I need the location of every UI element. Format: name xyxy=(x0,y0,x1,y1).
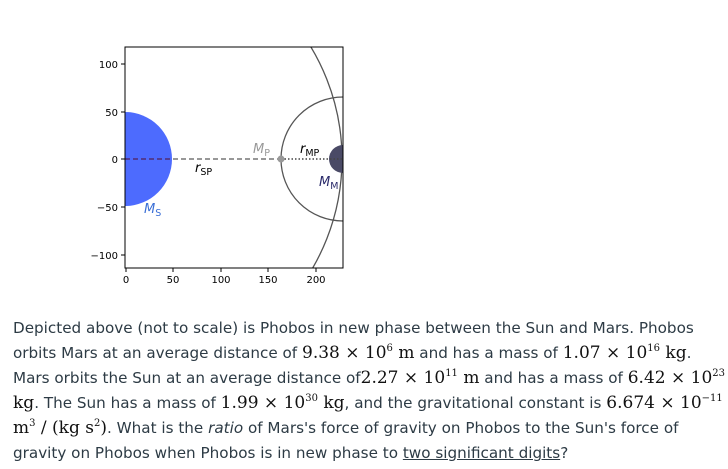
y-tick-label: 50 xyxy=(105,108,118,119)
x-tick-label: 150 xyxy=(258,275,277,286)
significant-digits-link[interactable]: two significant digits xyxy=(402,444,561,462)
phobos-mass-label: MP xyxy=(253,142,270,159)
math-value: 6.674 × 10−11 m3 / (kg s2) xyxy=(13,393,723,438)
y-tick-label: 0 xyxy=(112,155,118,166)
x-tick-label: 200 xyxy=(306,275,325,286)
x-tick-label: 0 xyxy=(123,275,129,286)
phobos-dot xyxy=(277,155,285,163)
mars-disc xyxy=(329,145,343,173)
r-sp-label: rSP xyxy=(195,161,212,178)
x-tick-label: 50 xyxy=(167,275,180,286)
y-tick-label: 100 xyxy=(99,60,118,71)
x-axis: 0 50 100 150 200 xyxy=(123,268,326,286)
sun-disc xyxy=(125,112,172,206)
sun-mass-label: MS xyxy=(144,202,161,219)
orbit-diagram: 100 50 0 −50 −100 0 50 100 150 200 MS MP… xyxy=(91,46,344,286)
y-tick-label: −100 xyxy=(91,251,118,262)
math-value: 1.99 × 1030 kg xyxy=(220,393,345,413)
y-axis: 100 50 0 −50 −100 xyxy=(91,60,125,262)
math-value: 1.07 × 1016 kg xyxy=(562,343,687,363)
y-tick-label: −50 xyxy=(97,203,118,214)
math-value: 9.38 × 106 m xyxy=(302,343,415,363)
mars-mass-label: MM xyxy=(319,175,338,192)
math-value: 6.42 × 1023 kg xyxy=(13,368,725,413)
emphasis-ratio: ratio xyxy=(208,419,244,437)
question-text: Depicted above (not to scale) is Phobos … xyxy=(13,319,725,462)
r-mp-label: rMP xyxy=(300,142,320,159)
axes-frame xyxy=(124,46,344,269)
x-tick-label: 100 xyxy=(211,275,230,286)
math-value: 2.27 × 1011 m xyxy=(360,368,480,388)
